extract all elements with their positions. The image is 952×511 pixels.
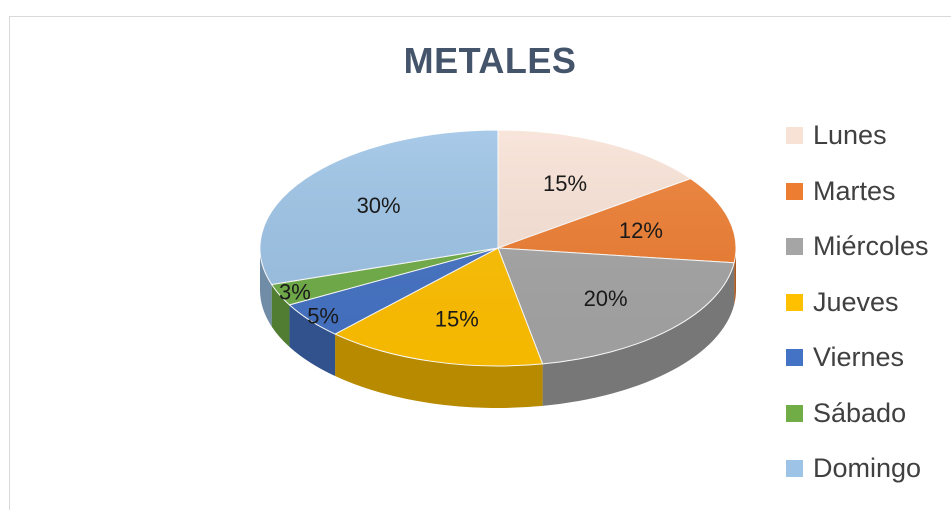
pie-tops [259, 129, 737, 367]
legend-swatch-miercoles [786, 238, 803, 256]
chart-frame [9, 16, 951, 510]
legend-swatch-lunes [786, 127, 803, 145]
legend-label-sabado: Sábado [813, 397, 907, 428]
legend-swatch-jueves [786, 293, 803, 311]
pie-side-miercoles [542, 262, 735, 406]
data-label-miercoles: 20% [584, 286, 628, 311]
legend-item-viernes: Viernes [786, 330, 929, 386]
legend: Lunes Martes Miércoles Jueves Viernes Sábado D… [786, 108, 929, 497]
legend-label-domingo: Domingo [813, 453, 922, 484]
legend-item-miercoles: Miércoles [786, 219, 929, 275]
legend-swatch-sabado [786, 404, 803, 422]
legend-swatch-martes [786, 182, 803, 200]
legend-label-miercoles: Miércoles [813, 231, 929, 262]
legend-swatch-viernes [786, 349, 803, 367]
legend-label-viernes: Viernes [813, 342, 905, 373]
legend-label-lunes: Lunes [813, 120, 887, 151]
legend-swatch-domingo [786, 460, 803, 478]
data-label-lunes: 15% [543, 171, 587, 196]
data-label-martes: 12% [619, 218, 663, 243]
legend-item-lunes: Lunes [786, 108, 929, 164]
legend-item-sabado: Sábado [786, 386, 929, 442]
legend-item-domingo: Domingo [786, 441, 929, 497]
legend-label-jueves: Jueves [813, 286, 899, 317]
legend-item-jueves: Jueves [786, 275, 929, 331]
pie-labels: 15% 12% 20% 15% 5%3% 30% [279, 171, 663, 331]
data-label-domingo: 30% [357, 193, 401, 218]
data-label-viernes: 5% [307, 303, 339, 328]
legend-label-martes: Martes [813, 175, 896, 206]
legend-item-martes: Martes [786, 164, 929, 220]
chart-title: METALES [403, 40, 577, 81]
data-label-jueves: 15% [435, 306, 479, 331]
data-label-sabado: 3% [279, 280, 311, 305]
